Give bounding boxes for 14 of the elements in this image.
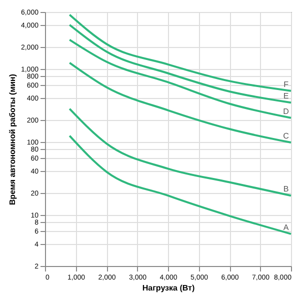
series-label: C <box>283 132 290 141</box>
x-axis-title: Нагрузка (Вт) <box>142 284 195 292</box>
line-series <box>68 62 292 144</box>
y-axis-title: Время автономной работы (мин) <box>8 74 17 206</box>
series-label: E <box>283 92 289 101</box>
line-series <box>68 14 292 92</box>
line-series <box>68 38 292 119</box>
series-label: F <box>284 80 289 89</box>
line-series <box>68 108 292 197</box>
series-label: A <box>283 222 290 232</box>
series-label: D <box>283 106 290 116</box>
line-series <box>68 24 292 104</box>
series-label: B <box>283 184 289 194</box>
line-series <box>68 134 292 235</box>
